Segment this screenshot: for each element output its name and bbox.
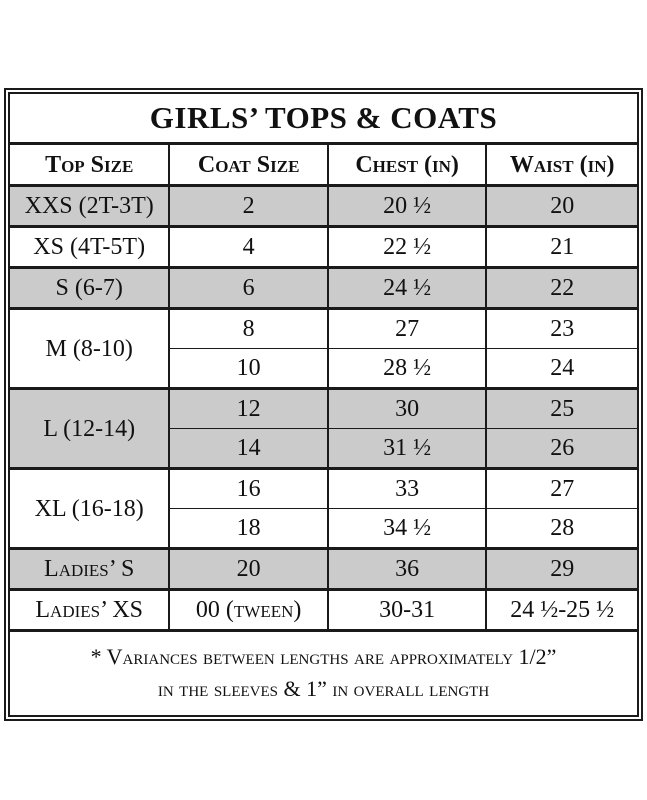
table-header-row: Top Size Coat Size Chest (in) Waist (in) (7, 142, 639, 187)
table-title: GIRLS’ TOPS & COATS (8, 92, 639, 145)
top-size-cell: XL (16-18) (7, 467, 171, 549)
coat-size-cell: 10 (168, 348, 329, 390)
footnote-row: * Variances between lengths are approxim… (8, 628, 639, 717)
waist-cell: 29 (485, 547, 639, 591)
waist-cell: 26 (485, 428, 639, 470)
chest-cell: 22 ½ (326, 225, 488, 269)
column-header-coat-size: Coat Size (168, 142, 329, 187)
waist-cell: 24 (485, 348, 639, 390)
top-size-cell: M (8-10) (7, 307, 171, 389)
chest-cell: 34 ½ (326, 508, 488, 550)
size-chart-frame: GIRLS’ TOPS & COATS Top Size Coat Size C… (4, 88, 643, 721)
coat-size-cell: 2 (168, 184, 329, 228)
footnote-line-2: in the sleeves & 1” in overall length (157, 675, 490, 701)
coat-size-cell: 8 (168, 307, 329, 349)
coat-size-cell: 00 (tween) (168, 588, 329, 632)
table-row-m-2: 10 28 ½ 24 (9, 348, 639, 390)
chest-cell: 20 ½ (326, 184, 488, 228)
table-row-m-1: M (8-10) 8 27 23 (7, 307, 639, 389)
top-size-cell: L (12-14) (7, 387, 171, 469)
waist-cell: 28 (485, 508, 639, 550)
waist-cell: 22 (485, 266, 639, 310)
table-title-row: GIRLS’ TOPS & COATS (8, 92, 639, 145)
chest-cell: 30-31 (326, 588, 488, 632)
waist-cell: 24 ½-25 ½ (485, 588, 639, 632)
table-row-ladies-xs: Ladies’ XS 00 (tween) 30-31 24 ½-25 ½ (7, 588, 639, 632)
chest-cell: 28 ½ (326, 348, 488, 390)
chest-cell: 36 (326, 547, 488, 591)
chest-cell: 27 (326, 307, 488, 349)
waist-cell: 27 (485, 467, 639, 509)
chest-cell: 33 (326, 467, 488, 509)
coat-size-cell: 4 (168, 225, 329, 269)
size-chart-table: GIRLS’ TOPS & COATS Top Size Coat Size C… (7, 92, 639, 717)
waist-cell: 25 (485, 387, 639, 429)
coat-size-cell: 18 (168, 508, 329, 550)
table-row-xxs: XXS (2T-3T) 2 20 ½ 20 (7, 184, 639, 228)
chest-cell: 30 (326, 387, 488, 429)
coat-size-cell: 12 (168, 387, 329, 429)
column-header-chest: Chest (in) (326, 142, 488, 187)
top-size-cell: Ladies’ XS (7, 588, 171, 632)
footnote: * Variances between lengths are approxim… (8, 628, 639, 717)
coat-size-cell: 6 (168, 266, 329, 310)
top-size-cell: XXS (2T-3T) (7, 184, 171, 228)
table-row-l-2: 14 31 ½ 26 (9, 428, 639, 470)
column-header-top-size: Top Size (7, 142, 171, 187)
waist-cell: 23 (485, 307, 639, 349)
chest-cell: 31 ½ (326, 428, 488, 470)
coat-size-cell: 14 (168, 428, 329, 470)
coat-size-cell: 16 (168, 467, 329, 509)
table-row-s: S (6-7) 6 24 ½ 22 (7, 266, 639, 310)
top-size-cell: XS (4T-5T) (7, 225, 171, 269)
column-header-waist: Waist (in) (485, 142, 639, 187)
waist-cell: 20 (485, 184, 639, 228)
footnote-line-1: * Variances between lengths are approxim… (90, 644, 557, 669)
top-size-cell: Ladies’ S (7, 547, 171, 591)
table-row-xl-2: 18 34 ½ 28 (9, 508, 639, 550)
table-row-xl-1: XL (16-18) 16 33 27 (7, 467, 639, 549)
table-row-l-1: L (12-14) 12 30 25 (7, 387, 639, 469)
chest-cell: 24 ½ (326, 266, 488, 310)
waist-cell: 21 (485, 225, 639, 269)
coat-size-cell: 20 (168, 547, 329, 591)
top-size-cell: S (6-7) (7, 266, 171, 310)
table-row-xs: XS (4T-5T) 4 22 ½ 21 (7, 225, 639, 269)
table-row-ladies-s: Ladies’ S 20 36 29 (7, 547, 639, 591)
